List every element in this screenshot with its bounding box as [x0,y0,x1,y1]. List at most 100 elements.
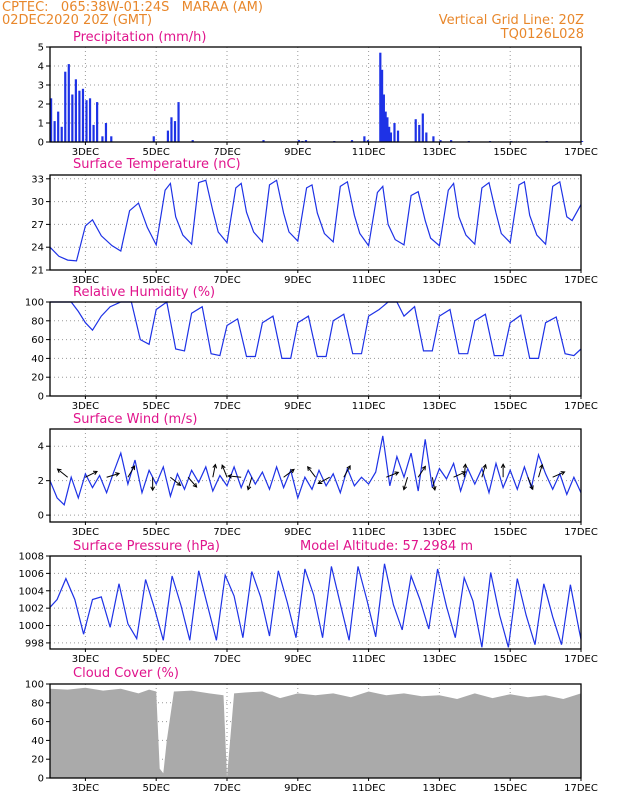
precip-bar [88,98,92,142]
wind-arrow-head [221,464,226,470]
pres-title: Surface Pressure (hPa) [73,539,220,554]
wind-arrow [527,477,534,490]
rh-xtick-label: 13DEC [423,401,457,412]
cloud-ytick-label: 100 [25,680,44,691]
precip-bar [393,123,396,142]
precip-ytick-label: 1 [38,119,44,130]
precip-bar [177,102,180,142]
pres-xtick-label: 13DEC [423,654,457,665]
wind-arrow-head [529,485,534,491]
pres-ytick-label: 1000 [19,621,44,632]
wind-xtick-label: 11DEC [352,527,386,538]
precip-xtick-label: 7DEC [213,147,240,158]
precip-bar [101,136,104,142]
precip-bar [396,130,400,142]
cloud-ytick-label: 20 [31,755,44,766]
header-grid-note: Vertical Grid Line: 20Z [438,13,584,28]
cloud-ytick-label: 80 [31,698,44,709]
precip-bar [96,102,99,142]
precip-title: Precipitation (mm/h) [73,30,206,45]
precip-bar [418,124,421,142]
precip-bar [262,140,265,142]
wind-frame [49,428,582,523]
precip-bar [85,100,88,142]
precip-bar [173,121,177,142]
temp-xtick-label: 17DEC [564,275,598,286]
precip-ytick-label: 0 [38,138,44,149]
precip-bar [386,117,389,142]
wind-arrow [538,464,543,478]
cloud-title: Cloud Cover (%) [73,666,179,681]
pres-frame [49,555,582,650]
precip-bar [439,140,442,142]
temp-xtick-label: 5DEC [143,275,170,286]
precip-bar [71,94,74,142]
rh-title: Relative Humidity (%) [73,285,215,300]
precip-bar [379,52,382,143]
pres-altitude-note: Model Altitude: 57.2984 m [300,539,473,554]
header-station: CPTEC: 065:38W-01:24S MARAA (AM) [2,0,263,15]
pres-xtick-label: 3DEC [72,654,99,665]
precip-bar [432,136,435,142]
wind-arrow-head [539,463,544,469]
temp-ytick-label: 30 [31,197,44,208]
precip-ytick-label: 4 [38,62,44,73]
rh-xtick-label: 5DEC [143,401,170,412]
wind-xtick-label: 3DEC [72,527,99,538]
precip-bar [50,98,53,142]
cloud-xtick-label: 5DEC [143,783,170,794]
pres-xtick-label: 9DEC [284,654,311,665]
wind-arrow [170,476,181,486]
wind-arrow [386,471,399,478]
pres-xtick-label: 11DEC [352,654,386,665]
rh-ytick-label: 0 [38,392,44,403]
header-datetime: 02DEC2020 20Z (GMT) [2,13,153,28]
rh-xtick-label: 9DEC [284,401,311,412]
temp-ytick-label: 27 [31,220,44,231]
wind-arrow-head [500,463,506,468]
wind-arrow-head [461,471,467,476]
precip-bar [110,136,113,142]
wind-arrow-head [560,471,566,476]
cloud-ytick-label: 40 [31,736,44,747]
wind-arrow [417,466,426,478]
wind-arrow [343,465,351,478]
rh-ytick-label: 40 [31,354,44,365]
wind-ytick-label: 4 [38,442,44,453]
precip-bar [425,132,428,142]
precip-ytick-label: 3 [38,81,44,92]
wind-xtick-label: 17DEC [564,527,598,538]
wind-arrow [212,464,216,478]
precip-xtick-label: 17DEC [564,147,598,158]
precip-bar [64,71,67,142]
rh-xtick-label: 17DEC [564,401,598,412]
wind-arrow [283,469,295,478]
wind-arrow-head [212,463,218,469]
wind-arrow-head [150,486,156,492]
rh-ytick-label: 100 [25,298,44,309]
wind-arrow [106,473,120,478]
cloud-xtick-label: 13DEC [423,783,457,794]
pres-xtick-label: 17DEC [564,654,598,665]
rh-xtick-label: 7DEC [213,401,240,412]
wind-xtick-label: 7DEC [213,527,240,538]
precip-bar [53,121,56,142]
temp-xtick-label: 13DEC [423,275,457,286]
pres-xtick-label: 7DEC [213,654,240,665]
temp-xtick-label: 9DEC [284,275,311,286]
pres-ytick-label: 998 [25,638,44,649]
temp-ytick-label: 33 [31,174,44,185]
precip-bar [581,141,584,142]
rh-xtick-label: 3DEC [72,401,99,412]
pres-ytick-label: 1004 [19,586,44,597]
precip-bar [350,140,354,142]
rh-ytick-label: 60 [31,335,44,346]
wind-arrow-head [346,464,351,470]
temp-xtick-label: 11DEC [352,275,386,286]
wind-xtick-label: 15DEC [493,527,527,538]
header-run-code: TQ0126L028 [500,27,584,42]
precip-bar [414,119,417,142]
precip-bar [380,69,384,142]
precip-bar [363,136,366,142]
